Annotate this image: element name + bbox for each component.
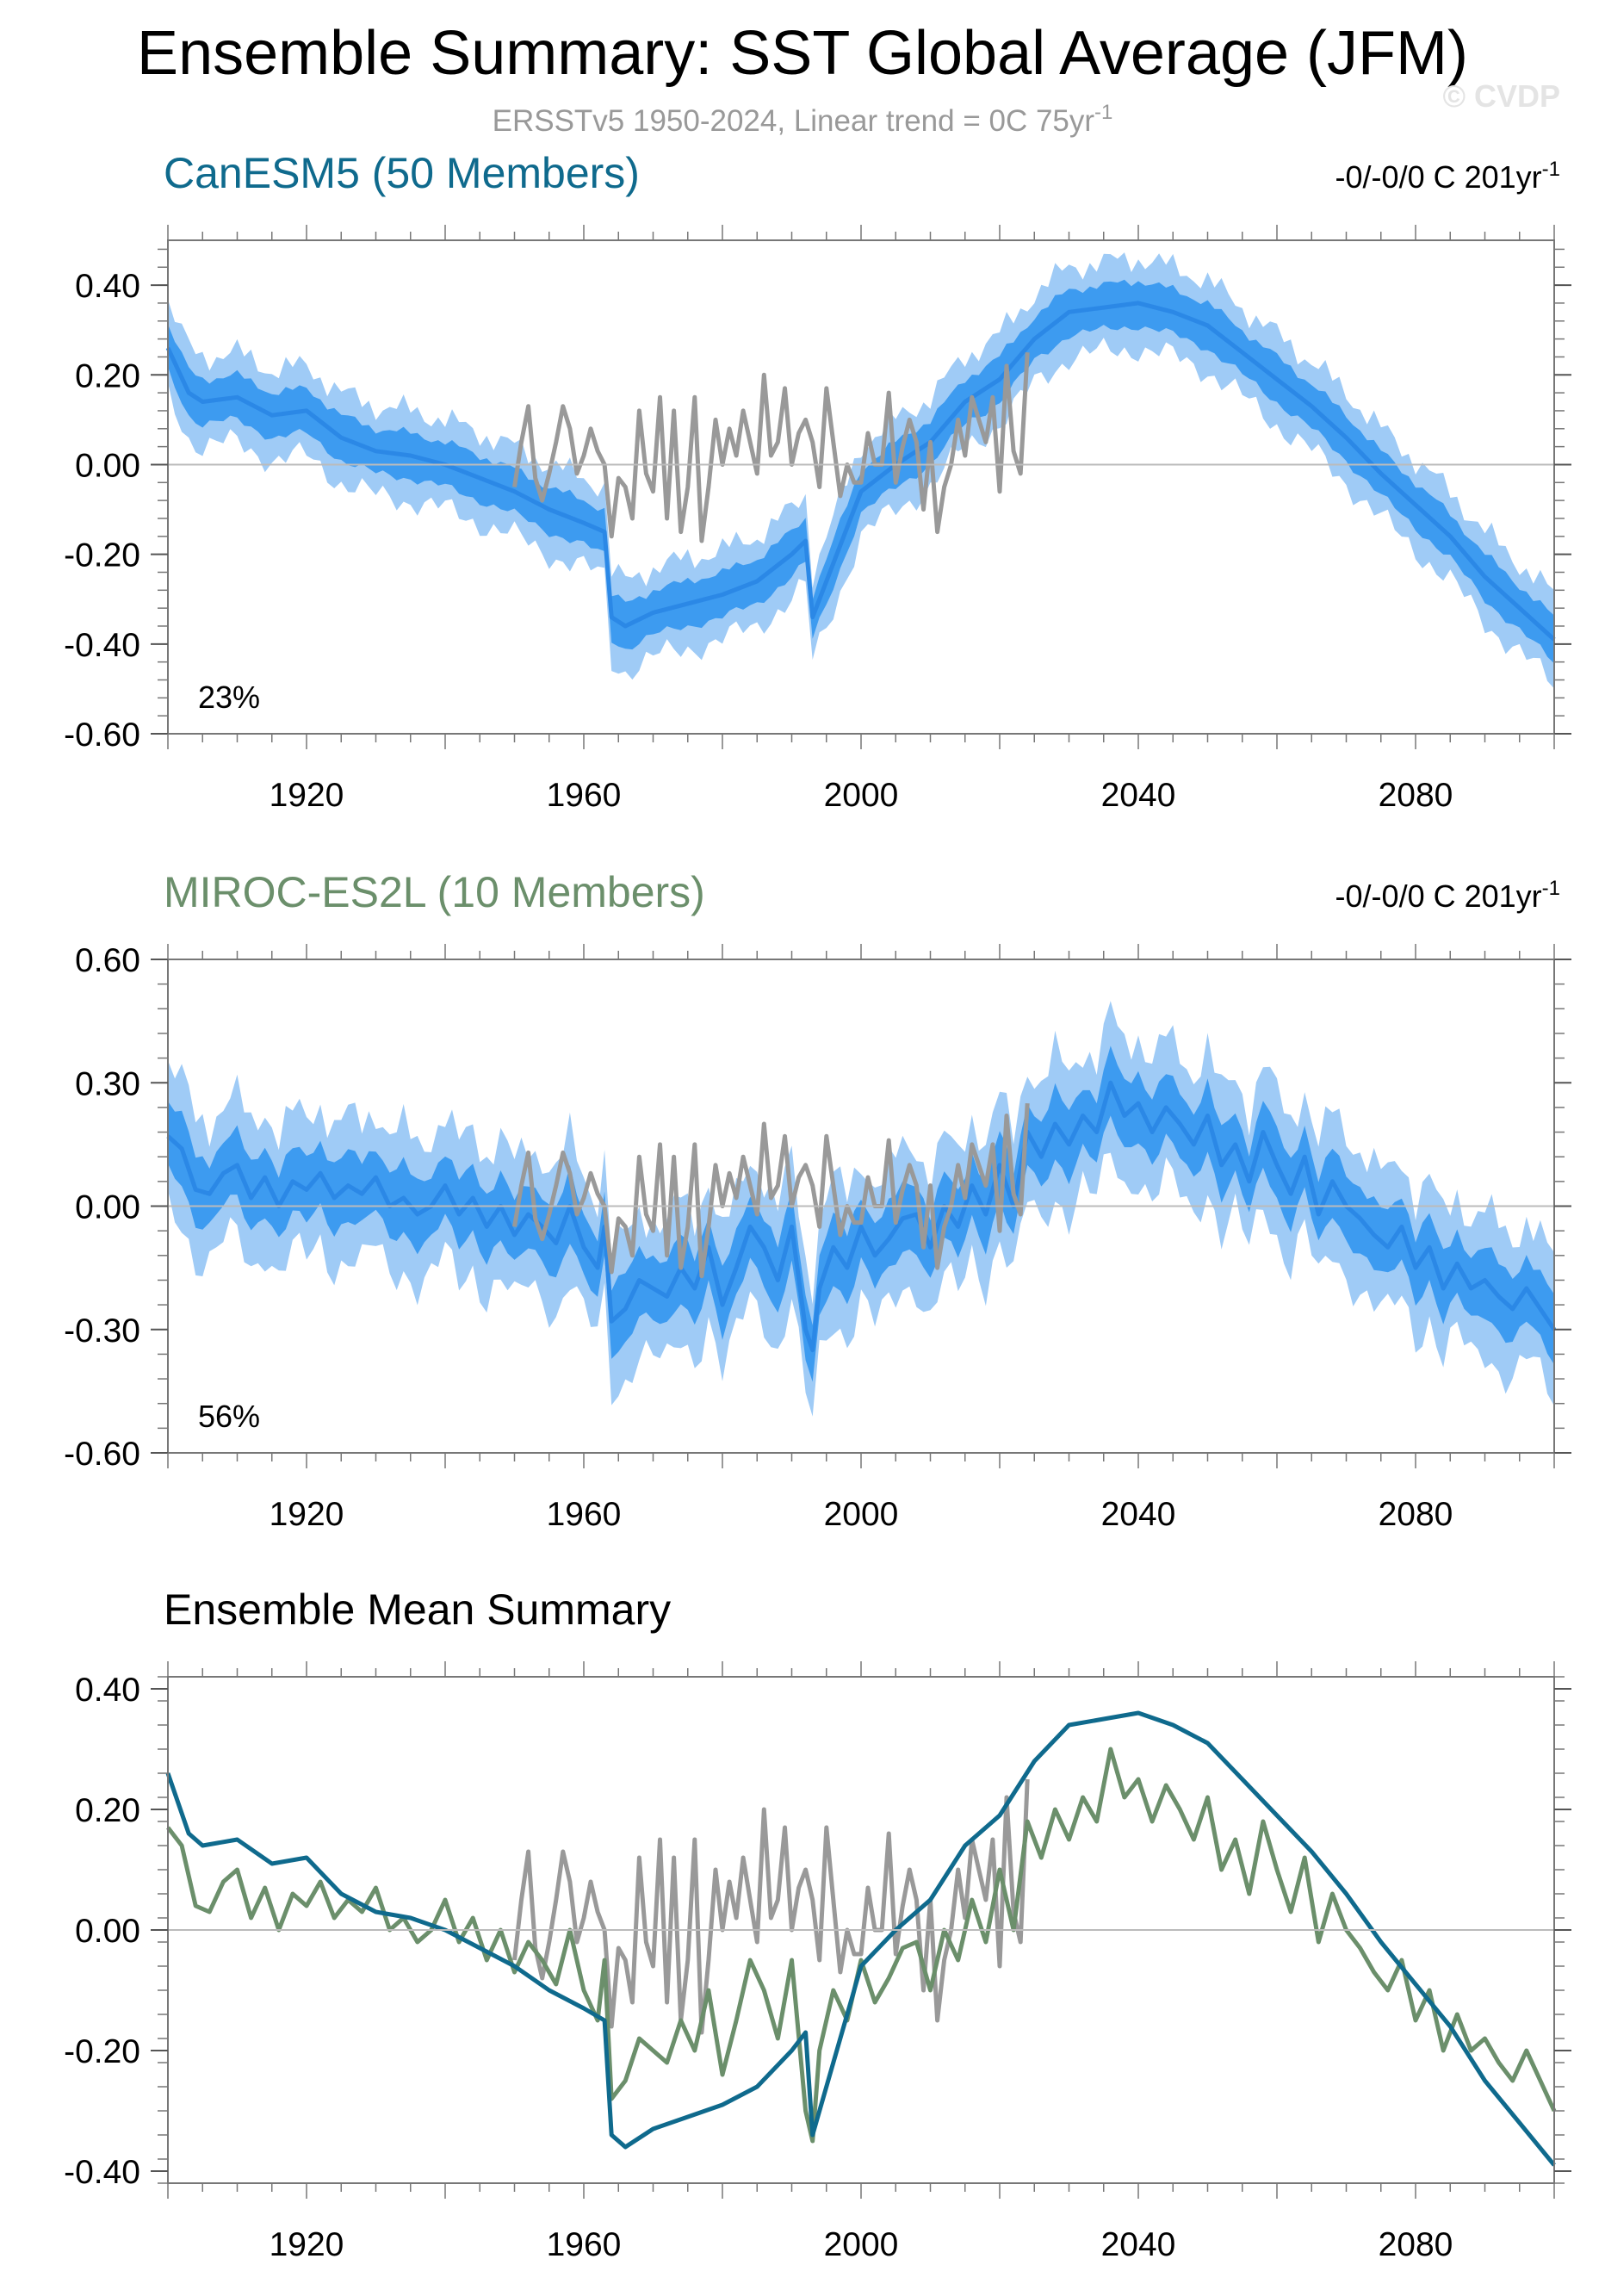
x-tick-label-miroc: 1920	[270, 1496, 344, 1533]
panel-summary: Ensemble Mean Summary 0.40 0.20 0.00 -0.20 -…	[64, 1585, 1571, 2263]
x-tick-label-summary: 2040	[1101, 2226, 1176, 2263]
x-tick-label-summary: 1960	[547, 2226, 622, 2263]
y-tick-label-summary: -0.40	[64, 2154, 140, 2191]
x-tick-label-summary: 2000	[824, 2226, 899, 2263]
x-tick-label-canesm5: 2040	[1101, 777, 1176, 814]
subtitle-text: ERSSTv5 1950-2024, Linear trend = 0C 75y…	[493, 104, 1095, 138]
ensemble-mean-line-miroc	[166, 1080, 1557, 1353]
subtitle-superscript: -1	[1094, 101, 1112, 124]
y-tick-label-miroc: 0.60	[75, 942, 140, 979]
y-tick-label-canesm5: -0.60	[64, 717, 140, 754]
panel-title-miroc: MIROC-ES2L (10 Members)	[164, 868, 705, 916]
y-tick-label-summary: 0.40	[75, 1672, 140, 1709]
y-tick-label-summary: 0.20	[75, 1792, 140, 1829]
x-tick-label-miroc: 2000	[824, 1496, 899, 1533]
observations-line-summary	[512, 1778, 1030, 2035]
data-layer-miroc	[166, 1001, 1557, 1417]
ensemble-inner-band-canesm5	[168, 279, 1554, 664]
y-tick-label-canesm5: 0.00	[75, 447, 140, 484]
percent-label-canesm5: 23%	[198, 679, 260, 715]
figure-subtitle: ERSSTv5 1950-2024, Linear trend = 0C 75y…	[493, 101, 1113, 138]
trend-sup-miroc: -1	[1542, 877, 1560, 900]
x-tick-label-miroc: 1960	[547, 1496, 622, 1533]
trend-sup-canesm5: -1	[1542, 158, 1560, 181]
data-layer-summary	[165, 1710, 1557, 2167]
x-tick-label-canesm5: 1920	[270, 777, 344, 814]
observations-line-canesm5	[512, 352, 1030, 543]
x-tick-label-miroc: 2040	[1101, 1496, 1176, 1533]
canesm5-mean-line-summary	[165, 1710, 1556, 2167]
trend-label-miroc: -0/-0/0 C 201yr-1	[1335, 877, 1560, 914]
trend-text-miroc: -0/-0/0 C 201yr	[1335, 878, 1542, 914]
y-tick-label-miroc: -0.60	[64, 1436, 140, 1473]
y-tick-label-summary: 0.00	[75, 1913, 140, 1950]
y-tick-label-miroc: 0.00	[75, 1189, 140, 1226]
x-tick-label-summary: 2080	[1379, 2226, 1453, 2263]
y-tick-label-summary: -0.20	[64, 2033, 140, 2070]
panel-title-canesm5: CanESM5 (50 Members)	[164, 149, 640, 197]
trend-label-canesm5: -0/-0/0 C 201yr-1	[1335, 158, 1560, 195]
y-tick-label-canesm5: 0.40	[75, 268, 140, 305]
trend-text-canesm5: -0/-0/0 C 201yr	[1335, 159, 1542, 195]
y-tick-label-canesm5: -0.40	[64, 627, 140, 664]
watermark-text: © CVDP	[1442, 78, 1560, 114]
y-tick-label-miroc: -0.30	[64, 1312, 140, 1350]
observations-line-miroc	[512, 1102, 1030, 1279]
data-layer-canesm5	[165, 252, 1556, 689]
x-tick-label-canesm5: 1960	[547, 777, 622, 814]
figure-title: Ensemble Summary: SST Global Average (JF…	[137, 19, 1468, 88]
y-tick-label-canesm5: -0.20	[64, 537, 140, 574]
x-tick-label-summary: 1920	[270, 2226, 344, 2263]
x-tick-label-miroc: 2080	[1379, 1496, 1453, 1533]
y-tick-label-canesm5: 0.20	[75, 357, 140, 394]
x-tick-label-canesm5: 2080	[1379, 777, 1453, 814]
y-tick-label-miroc: 0.30	[75, 1065, 140, 1102]
ensemble-mean-line-canesm5	[165, 301, 1556, 642]
x-tick-label-canesm5: 2000	[824, 777, 899, 814]
panel-canesm5: CanESM5 (50 Members) -0/-0/0 C 201yr-1 2…	[64, 149, 1571, 814]
panel-miroc: MIROC-ES2L (10 Members) -0/-0/0 C 201yr-…	[64, 868, 1571, 1533]
panel-title-summary: Ensemble Mean Summary	[164, 1585, 671, 1634]
percent-label-miroc: 56%	[198, 1399, 260, 1434]
